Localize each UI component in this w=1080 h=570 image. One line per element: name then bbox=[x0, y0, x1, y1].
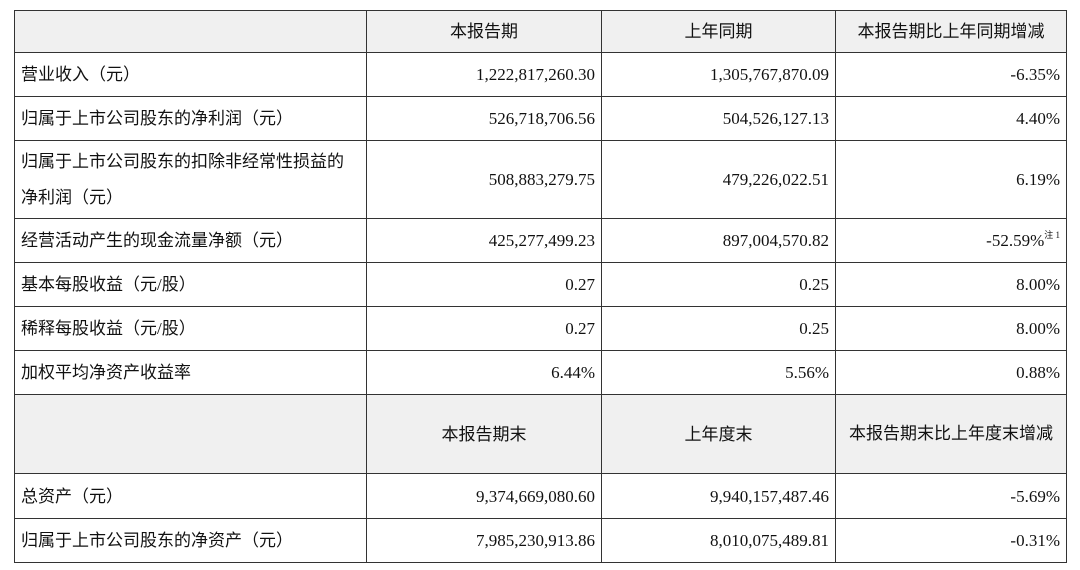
value-cell: 0.27 bbox=[366, 306, 602, 351]
value-cell: -5.69% bbox=[835, 473, 1067, 519]
value-cell: 9,940,157,487.46 bbox=[601, 473, 836, 519]
table-body: 本报告期 上年同期 本报告期比上年同期增减 营业收入（元） 1,222,817,260.… bbox=[14, 10, 1067, 563]
label-cell: 总资产（元） bbox=[14, 473, 367, 519]
value-cell: 0.27 bbox=[366, 262, 602, 307]
value-cell: 479,226,022.51 bbox=[601, 140, 836, 219]
value-cell: 5.56% bbox=[601, 350, 836, 395]
value-cell: 1,222,817,260.30 bbox=[366, 52, 602, 97]
label-cell: 营业收入（元） bbox=[14, 52, 367, 97]
value-cell: 6.44% bbox=[366, 350, 602, 395]
header-row: 本报告期 上年同期 本报告期比上年同期增减 bbox=[14, 10, 1067, 53]
header-cell: 本报告期末 bbox=[366, 394, 602, 474]
financial-table: 本报告期 上年同期 本报告期比上年同期增减 营业收入（元） 1,222,817,260.… bbox=[14, 10, 1067, 563]
value-cell: 4.40% bbox=[835, 96, 1067, 141]
value-cell: -0.31% bbox=[835, 518, 1067, 563]
value-cell: 504,526,127.13 bbox=[601, 96, 836, 141]
value-cell: -52.59%注 1 bbox=[835, 218, 1067, 263]
value-cell: 0.25 bbox=[601, 306, 836, 351]
value-cell: 1,305,767,870.09 bbox=[601, 52, 836, 97]
header-cell: 上年同期 bbox=[601, 10, 836, 53]
header-cell bbox=[14, 394, 367, 474]
value-cell: 508,883,279.75 bbox=[366, 140, 602, 219]
header-cell: 本报告期末比上年度末增减 bbox=[835, 394, 1067, 474]
label-cell: 经营活动产生的现金流量净额（元） bbox=[14, 218, 367, 263]
data-row: 经营活动产生的现金流量净额（元） 425,277,499.23 897,004,57… bbox=[14, 218, 1067, 263]
data-row: 基本每股收益（元/股） 0.27 0.25 8.00% bbox=[14, 262, 1067, 307]
value-cell: 8.00% bbox=[835, 262, 1067, 307]
value-cell: 6.19% bbox=[835, 140, 1067, 219]
label-cell: 归属于上市公司股东的净利润（元） bbox=[14, 96, 367, 141]
data-row: 归属于上市公司股东的扣除非经常性损益的净利润（元） 508,883,279.75 4… bbox=[14, 140, 1067, 219]
value-cell: -6.35% bbox=[835, 52, 1067, 97]
label-cell: 基本每股收益（元/股） bbox=[14, 262, 367, 307]
value-cell: 9,374,669,080.60 bbox=[366, 473, 602, 519]
value-cell: 897,004,570.82 bbox=[601, 218, 836, 263]
data-row: 归属于上市公司股东的净利润（元） 526,718,706.56 504,526,12… bbox=[14, 96, 1067, 141]
label-cell: 稀释每股收益（元/股） bbox=[14, 306, 367, 351]
data-row: 营业收入（元） 1,222,817,260.30 1,305,767,870.09-… bbox=[14, 52, 1067, 97]
label-cell: 归属于上市公司股东的净资产（元） bbox=[14, 518, 367, 563]
header-cell: 上年度末 bbox=[601, 394, 836, 474]
value-cell: 0.88% bbox=[835, 350, 1067, 395]
data-row: 归属于上市公司股东的净资产（元） 7,985,230,913.86 8,010,07… bbox=[14, 518, 1067, 563]
header-row: 本报告期末 上年度末 本报告期末比上年度末增减 bbox=[14, 394, 1067, 474]
data-row: 稀释每股收益（元/股） 0.27 0.25 8.00% bbox=[14, 306, 1067, 351]
label-cell: 加权平均净资产收益率 bbox=[14, 350, 367, 395]
value-cell: 8,010,075,489.81 bbox=[601, 518, 836, 563]
value-cell: 8.00% bbox=[835, 306, 1067, 351]
label-cell: 归属于上市公司股东的扣除非经常性损益的净利润（元） bbox=[14, 140, 367, 219]
value-cell: 526,718,706.56 bbox=[366, 96, 602, 141]
header-cell: 本报告期 bbox=[366, 10, 602, 53]
value-cell: 0.25 bbox=[601, 262, 836, 307]
data-row: 总资产（元） 9,374,669,080.60 9,940,157,487.46 -5… bbox=[14, 473, 1067, 519]
header-cell: 本报告期比上年同期增减 bbox=[835, 10, 1067, 53]
header-cell bbox=[14, 10, 367, 53]
data-row: 加权平均净资产收益率 6.44% 5.56% 0.88% bbox=[14, 350, 1067, 395]
value-cell: 7,985,230,913.86 bbox=[366, 518, 602, 563]
value-cell: 425,277,499.23 bbox=[366, 218, 602, 263]
footnote-mark: 注 1 bbox=[1044, 230, 1060, 240]
